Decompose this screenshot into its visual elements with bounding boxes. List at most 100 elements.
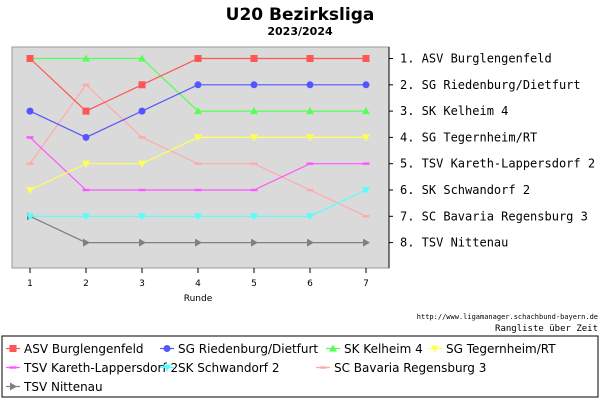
legend-item: TSV Nittenau bbox=[6, 380, 103, 394]
data-point bbox=[362, 81, 370, 89]
legend-label: SC Bavaria Regensburg 3 bbox=[334, 361, 486, 375]
data-point bbox=[362, 55, 370, 62]
data-point bbox=[139, 238, 146, 247]
legend-label: ASV Burglengenfeld bbox=[24, 342, 144, 356]
legend-label: SK Kelheim 4 bbox=[344, 342, 423, 356]
data-point bbox=[82, 160, 90, 168]
legend-marker bbox=[9, 366, 17, 369]
data-point bbox=[26, 55, 34, 62]
data-point bbox=[194, 213, 202, 221]
legend-box bbox=[1, 335, 599, 398]
x-tick-label: 3 bbox=[139, 279, 145, 289]
data-point bbox=[194, 55, 202, 62]
x-tick-label: 1 bbox=[27, 279, 33, 289]
data-point bbox=[250, 134, 258, 142]
data-point bbox=[250, 213, 258, 221]
data-point bbox=[306, 188, 314, 192]
x-tick-label: 4 bbox=[195, 279, 201, 289]
data-point bbox=[250, 107, 258, 115]
ranking-label: 5. TSV Kareth-Lappersdorf 2 bbox=[400, 157, 595, 171]
legend-item: ASV Burglengenfeld bbox=[6, 342, 144, 356]
x-tick-label: 6 bbox=[307, 279, 313, 289]
data-point bbox=[250, 55, 258, 62]
legend-marker bbox=[329, 344, 337, 352]
data-point bbox=[138, 107, 146, 115]
ranking-label: 7. SC Bavaria Regensburg 3 bbox=[400, 209, 588, 223]
data-point bbox=[306, 134, 314, 142]
data-point bbox=[83, 238, 90, 247]
legend-item: SC Bavaria Regensburg 3 bbox=[316, 361, 486, 375]
data-point bbox=[138, 136, 146, 139]
ranking-label: 8. TSV Nittenau bbox=[400, 236, 508, 250]
data-point bbox=[194, 162, 202, 165]
data-point bbox=[138, 160, 146, 168]
ranking-labels: 1. ASV Burglengenfeld 2. SG Riedenburg/Di… bbox=[389, 52, 595, 250]
data-point bbox=[194, 107, 202, 115]
x-tick-label: 7 bbox=[363, 279, 369, 289]
chart-caption: Rangliste über Zeit bbox=[495, 324, 598, 334]
x-tick-label: 2 bbox=[83, 279, 89, 289]
source-url: http://www.ligamanager.schachbund-bayern… bbox=[417, 313, 598, 321]
legend-marker bbox=[319, 366, 327, 369]
chart-title: U20 Bezirksliga bbox=[226, 5, 375, 25]
legend-marker bbox=[163, 364, 171, 372]
legend-item: SK Kelheim 4 bbox=[326, 342, 423, 356]
data-point bbox=[138, 81, 146, 89]
data-point bbox=[138, 54, 146, 62]
data-point bbox=[363, 238, 370, 247]
data-point bbox=[306, 81, 314, 89]
data-point bbox=[194, 81, 202, 89]
x-tick-label: 5 bbox=[251, 279, 257, 289]
data-point bbox=[194, 134, 202, 142]
data-point bbox=[82, 188, 90, 192]
data-point bbox=[362, 107, 370, 115]
series-sg-riedenburg-dietfurt bbox=[26, 81, 370, 141]
x-axis-label: Runde bbox=[184, 294, 213, 304]
data-point bbox=[306, 107, 314, 115]
data-point bbox=[250, 81, 258, 89]
data-point bbox=[306, 162, 314, 165]
data-point bbox=[82, 107, 90, 115]
legend-label: SK Schwandorf 2 bbox=[178, 361, 279, 375]
legend-marker bbox=[9, 345, 17, 352]
legend-item: SK Schwandorf 2 bbox=[160, 361, 279, 375]
series-layer bbox=[26, 54, 370, 247]
data-point bbox=[195, 238, 202, 247]
data-point bbox=[26, 187, 34, 194]
data-point bbox=[306, 55, 314, 62]
series-sg-tegernheim-rt bbox=[26, 134, 370, 194]
data-point bbox=[26, 136, 34, 139]
data-point bbox=[194, 188, 202, 192]
ranking-label: 6. SK Schwandorf 2 bbox=[400, 183, 530, 197]
data-point bbox=[138, 213, 146, 221]
legend-label: TSV Kareth-Lappersdorf 2 bbox=[23, 361, 178, 375]
series-sk-schwandorf-2 bbox=[26, 187, 370, 221]
data-point bbox=[26, 162, 34, 165]
series-asv-burglengenfeld bbox=[26, 55, 370, 115]
data-point bbox=[362, 215, 370, 218]
series-tsv-kareth-lappersdorf-2 bbox=[26, 136, 370, 192]
legend-item: SG Riedenburg/Dietfurt bbox=[160, 342, 318, 356]
data-point bbox=[251, 238, 258, 247]
ranking-label: 1. ASV Burglengenfeld bbox=[400, 52, 552, 66]
legend-marker bbox=[163, 345, 171, 352]
data-point bbox=[307, 238, 314, 247]
data-point bbox=[82, 213, 90, 221]
legend-marker bbox=[431, 345, 439, 353]
legend-label: SG Riedenburg/Dietfurt bbox=[178, 342, 318, 356]
ranking-label: 4. SG Tegernheim/RT bbox=[400, 130, 537, 144]
data-point bbox=[250, 188, 258, 192]
ranking-label: 2. SG Riedenburg/Dietfurt bbox=[400, 78, 581, 92]
data-point bbox=[82, 54, 90, 62]
data-point bbox=[82, 83, 90, 86]
data-point bbox=[250, 162, 258, 165]
data-point bbox=[26, 213, 34, 221]
legend-label: TSV Nittenau bbox=[23, 380, 103, 394]
data-point bbox=[362, 162, 370, 165]
chart-subtitle: 2023/2024 bbox=[267, 25, 333, 38]
x-axis: 1 2 3 4 5 6 7 bbox=[27, 268, 369, 289]
legend: ASV Burglengenfeld SG Riedenburg/Dietfurt… bbox=[6, 342, 556, 394]
legend-item: SG Tegernheim/RT bbox=[428, 342, 556, 356]
legend-marker bbox=[10, 382, 17, 391]
